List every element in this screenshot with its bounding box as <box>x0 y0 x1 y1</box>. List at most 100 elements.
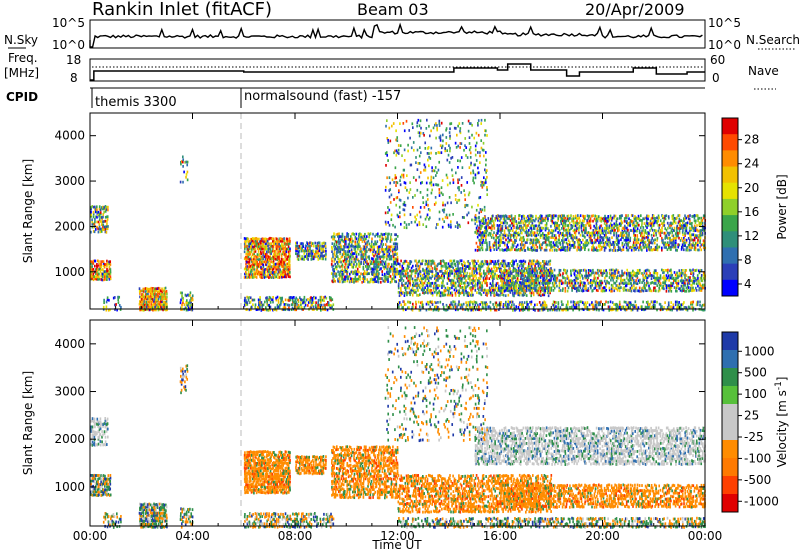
range-gate-cell <box>671 306 674 310</box>
range-gate-cell <box>530 226 533 230</box>
range-gate-cell <box>331 259 333 263</box>
range-gate-cell <box>605 228 607 232</box>
range-gate-cell <box>377 257 379 261</box>
range-gate-cell <box>264 237 267 241</box>
range-gate-cell <box>313 244 315 248</box>
range-gate-cell <box>475 232 478 235</box>
range-gate-cell <box>488 262 491 266</box>
cpid-segment-2: normalsound (fast) -157 <box>244 89 401 104</box>
range-gate-cell <box>512 275 514 278</box>
range-gate-cell <box>540 265 543 269</box>
range-gate-cell <box>541 246 543 250</box>
range-gate-cell <box>645 246 648 250</box>
range-gate-cell <box>312 257 315 261</box>
range-gate-cell <box>298 244 301 248</box>
range-gate-cell <box>251 275 253 279</box>
range-gate-cell <box>436 284 439 287</box>
range-gate-cell <box>485 292 487 295</box>
range-gate-cell <box>331 245 333 249</box>
range-gate-cell <box>251 245 253 249</box>
range-gate-cell <box>523 301 526 304</box>
range-gate-cell <box>148 295 150 299</box>
range-gate-cell <box>278 252 281 256</box>
range-gate-cell <box>149 290 151 294</box>
range-gate-cell <box>479 303 481 306</box>
range-gate-cell <box>317 254 320 258</box>
range-gate-cell <box>254 247 256 251</box>
range-gate-cell <box>506 243 509 247</box>
range-gate-cell <box>611 306 613 310</box>
range-gate-cell <box>297 246 300 250</box>
range-gate-cell <box>587 214 590 218</box>
range-gate-cell <box>507 248 509 251</box>
range-gate-cell <box>252 242 254 245</box>
range-gate-cell <box>544 269 546 273</box>
range-gate-cell <box>532 262 535 266</box>
range-gate-cell <box>162 293 165 296</box>
range-gate-cell <box>556 224 559 228</box>
range-gate-cell <box>150 305 153 309</box>
range-gate-cell <box>366 235 368 238</box>
range-gate-cell <box>311 296 314 300</box>
range-gate-cell <box>488 248 491 251</box>
range-gate-cell <box>464 275 467 278</box>
range-gate-cell <box>567 300 569 304</box>
range-gate-cell <box>317 252 320 256</box>
range-gate-cell <box>106 220 108 223</box>
range-gate-cell <box>190 303 192 307</box>
range-gate-cell <box>494 288 496 292</box>
range-gate-cell <box>264 242 267 246</box>
range-gate-cell <box>545 227 548 230</box>
range-gate-cell <box>419 308 422 312</box>
range-gate-cell <box>249 252 252 256</box>
range-gate-cell <box>338 235 340 238</box>
range-gate-cell <box>447 279 450 282</box>
range-gate-cell <box>571 234 573 237</box>
range-gate-cell <box>253 255 255 259</box>
range-gate-cell <box>277 250 280 254</box>
range-gate-cell <box>475 226 478 230</box>
range-gate-cell <box>373 275 375 279</box>
range-gate-cell <box>384 248 386 252</box>
range-gate-cell <box>483 222 486 225</box>
range-gate-cell <box>269 250 271 254</box>
range-gate-cell <box>185 303 188 307</box>
range-gate-cell <box>303 258 306 261</box>
range-gate-cell <box>277 245 280 248</box>
range-gate-cell <box>368 248 370 251</box>
range-gate-cell <box>95 269 98 273</box>
range-gate-cell <box>593 224 595 228</box>
range-gate-cell <box>492 224 494 228</box>
range-gate-cell <box>363 247 366 251</box>
range-gate-cell <box>276 267 278 271</box>
range-gate-cell <box>143 300 146 304</box>
range-gate-cell <box>564 222 567 226</box>
range-gate-cell <box>461 262 463 266</box>
range-gate-cell <box>470 293 472 297</box>
range-gate-cell <box>402 305 404 309</box>
range-gate-cell <box>641 248 643 252</box>
range-gate-cell <box>545 238 548 242</box>
range-gate-cell <box>322 250 325 253</box>
range-gate-cell <box>166 302 168 306</box>
range-gate-cell <box>287 264 290 268</box>
range-gate-cell <box>371 240 373 244</box>
range-gate-cell <box>502 265 505 268</box>
range-gate-cell <box>634 300 637 304</box>
range-gate-cell <box>512 262 514 265</box>
range-gate-cell <box>609 231 612 235</box>
range-gate-cell <box>457 260 459 264</box>
range-gate-cell <box>359 278 361 281</box>
range-gate-cell <box>103 275 106 279</box>
range-gate-cell <box>380 242 382 246</box>
range-gate-cell <box>529 233 532 237</box>
range-gate-cell <box>425 269 428 273</box>
range-gate-cell <box>161 300 164 304</box>
range-gate-cell <box>399 262 401 266</box>
range-gate-cell <box>495 232 498 235</box>
range-gate-cell <box>289 249 291 253</box>
range-gate-cell <box>613 303 615 306</box>
range-gate-cell <box>599 224 602 228</box>
range-gate-cell <box>451 278 453 282</box>
range-gate-cell <box>374 265 376 269</box>
